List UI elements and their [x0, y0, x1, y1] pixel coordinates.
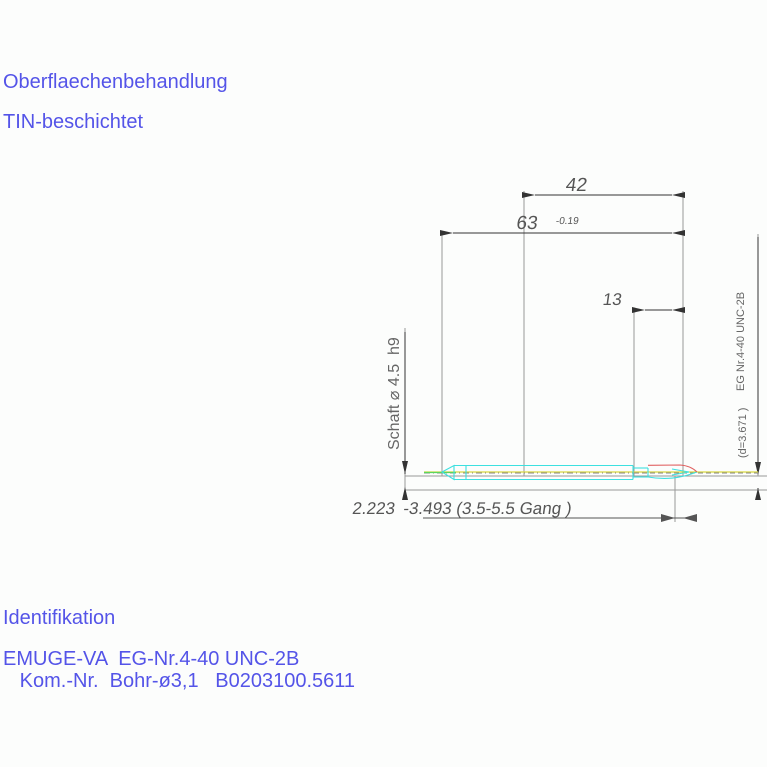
svg-text:2.223: 2.223: [351, 499, 396, 518]
svg-text:-3.493 (3.5-5.5 Gang ): -3.493 (3.5-5.5 Gang ): [402, 499, 573, 518]
